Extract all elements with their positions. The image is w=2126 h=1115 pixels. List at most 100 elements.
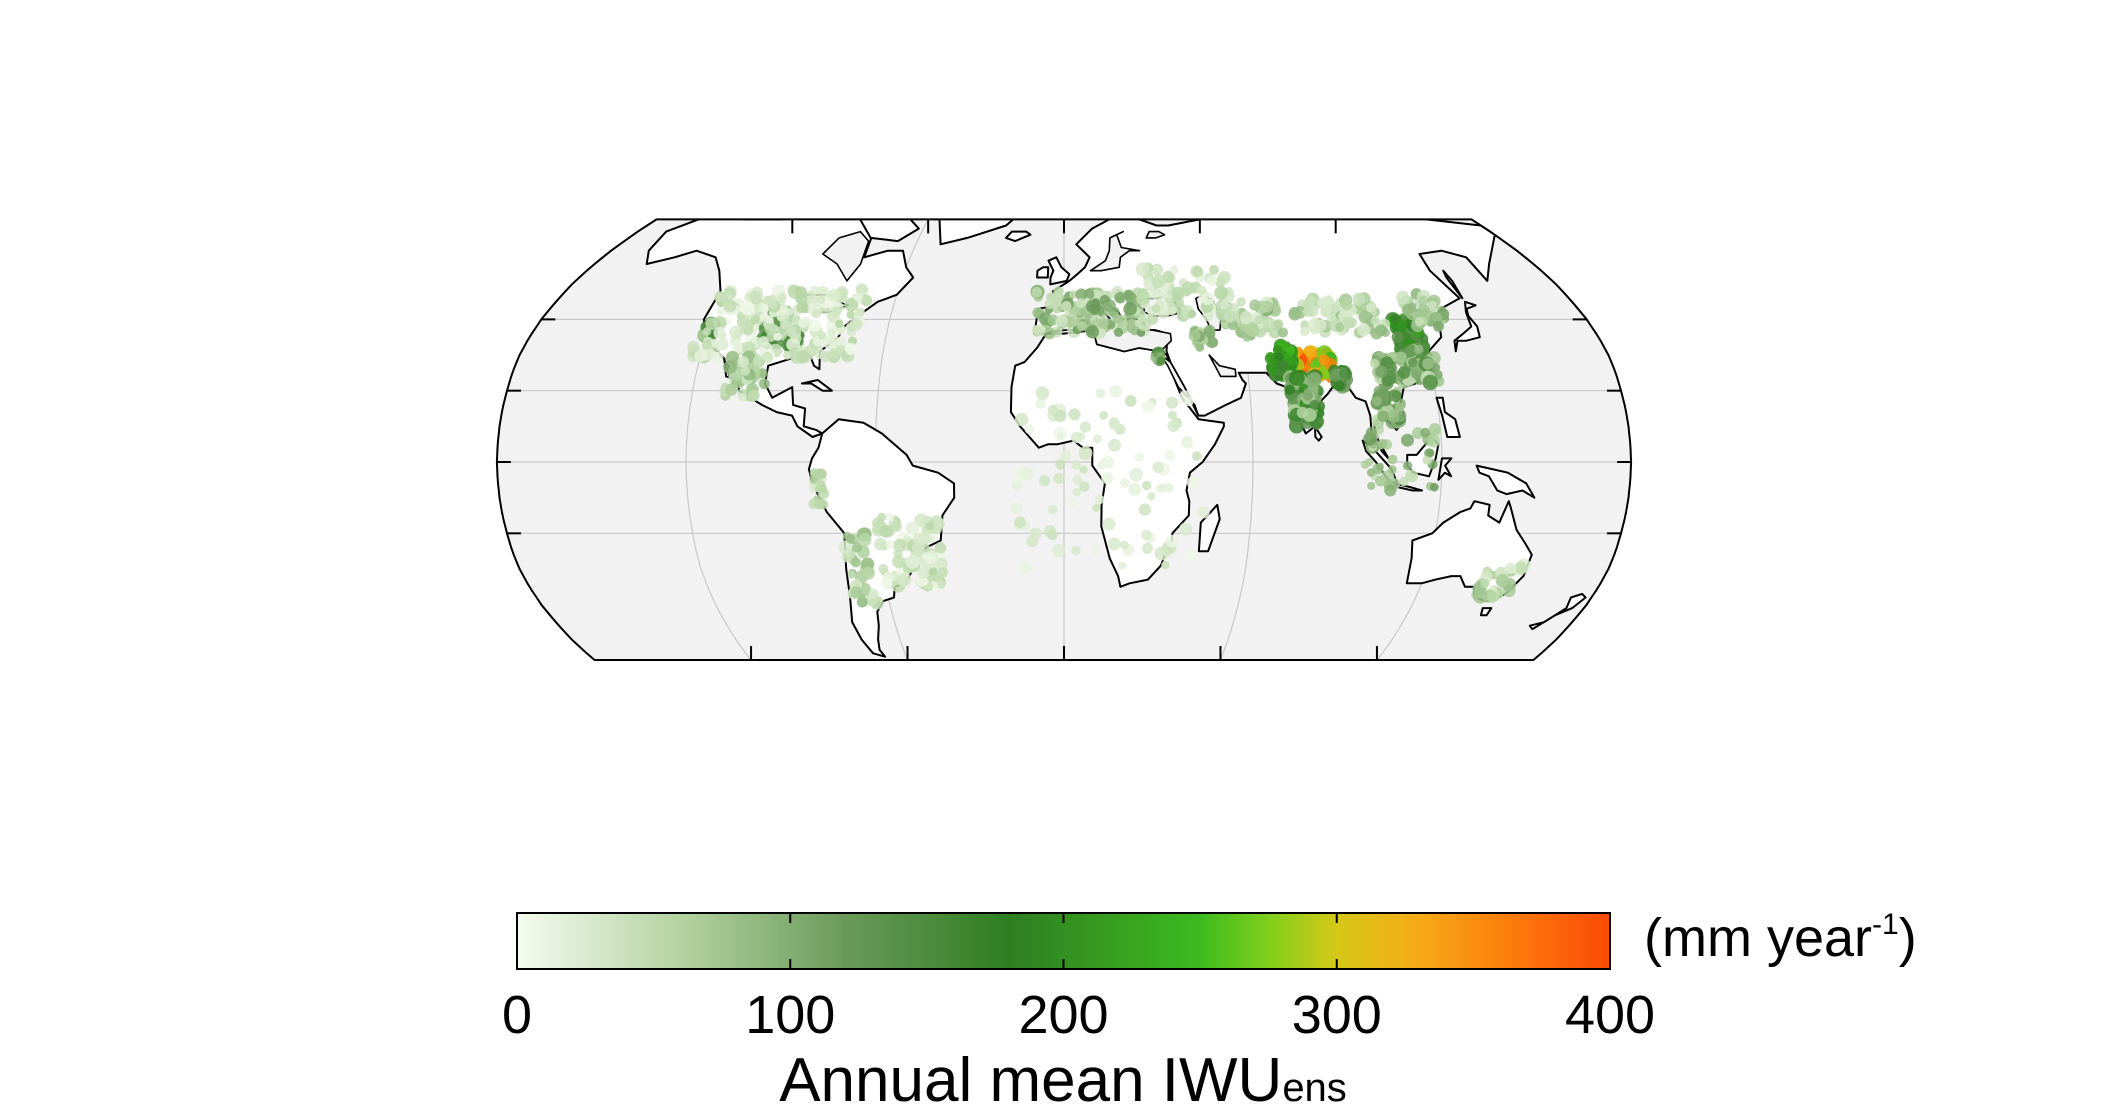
irrigation-cell [1352,292,1366,306]
irrigation-cell [723,360,737,374]
landmass-japan [1453,300,1481,353]
irrigation-cell [1192,451,1202,461]
irrigation-cell [1366,426,1377,438]
irrigation-cell [736,315,750,329]
colorbar-tick-label: 200 [1018,985,1109,1045]
irrigation-cell [1227,320,1239,331]
irrigation-cell [1219,299,1230,310]
irrigation-cell [1422,358,1434,370]
irrigation-cell [1354,306,1364,315]
irrigation-cell [885,512,894,522]
irrigation-cell [878,563,889,574]
irrigation-cell [1136,291,1151,305]
irrigation-cell [1129,467,1144,482]
landmass-sakhalin [1442,269,1464,300]
irrigation-cell [1214,286,1228,300]
irrigation-cell [1072,487,1082,497]
irrigation-cell [1120,540,1129,550]
irrigation-cell [1142,400,1155,413]
irrigation-cell [1371,396,1382,407]
colorbar-unit: (mm year-1) [1644,908,1917,968]
irrigation-cell [893,538,907,553]
irrigation-cell [1055,459,1066,470]
irrigation-cell [1076,321,1088,332]
irrigation-cell [1413,344,1424,355]
irrigation-cell [1078,446,1093,461]
irrigation-cell [1079,481,1090,492]
landmass-sri-lanka [1313,425,1323,442]
irrigation-cell [1185,548,1197,560]
irrigation-cell [811,309,821,319]
irrigation-cell [777,312,786,321]
irrigation-cell [852,542,863,553]
irrigation-cell [933,517,945,530]
irrigation-cell [874,537,887,551]
irrigation-cell [783,350,792,360]
irrigation-cell [1127,318,1137,328]
irrigation-cell [806,295,816,305]
irrigation-cell [835,319,844,328]
irrigation-cell [1396,290,1410,305]
irrigation-cell [1306,372,1322,388]
irrigation-cell [1118,561,1127,570]
irrigation-cell [1142,480,1152,491]
irrigation-cell [1192,266,1204,278]
irrigation-cell [828,348,840,360]
irrigation-cell [1109,384,1122,398]
irrigation-cell [1071,545,1081,556]
irrigation-cell [796,301,809,314]
irrigation-cell [1287,393,1300,406]
irrigation-cell [737,392,747,402]
irrigation-cell [1010,502,1023,515]
landmass-cuba [800,379,833,392]
frame-ticks [496,219,1632,661]
irrigation-cell [1402,461,1413,471]
irrigation-cell [1430,482,1439,492]
irrigation-cell [749,290,763,305]
colorbar-tick-label: 400 [1564,985,1656,1045]
landmass-greenland [912,219,1036,246]
irrigation-cell [1101,455,1115,469]
irrigation-cell [1095,388,1106,399]
landmass-ireland [1036,266,1050,279]
irrigation-cell [1390,315,1400,325]
irrigation-cell [1061,301,1072,312]
irrigation-cell [1167,419,1180,433]
irrigation-cell [850,557,861,568]
irrigation-cell [814,468,826,480]
irrigation-cell [879,524,893,538]
irrigation-cell [1367,481,1376,490]
irrigation-cell [1138,503,1152,516]
irrigation-cell [828,288,841,302]
irrigation-cell [1164,449,1175,461]
irrigation-cell [1273,319,1284,330]
irrigation-cell [905,554,920,569]
irrigation-cell [818,484,828,494]
irrigation-cell [1141,542,1153,555]
irrigation-cell [1370,315,1380,326]
irrigation-cell [795,350,809,364]
irrigation-cell [844,297,859,312]
irrigation-cell [1146,313,1159,325]
irrigation-cell [1387,465,1397,475]
irrigation-cell [1137,314,1147,323]
irrigation-cell [845,534,856,544]
irrigation-cell [1047,529,1058,541]
irrigation-cell [737,356,749,368]
irrigation-cell [925,522,934,531]
irrigation-cell [1171,286,1185,300]
irrigation-cell [1425,448,1435,458]
irrigation-cell [1161,560,1170,570]
irrigation-cell [1151,304,1161,314]
colorbar-ticks [516,913,1611,969]
irrigation-cell [1375,462,1384,471]
irrigation-cell [1031,287,1043,298]
irrigation-cell [1203,324,1216,337]
irrigation-cell [1391,390,1401,400]
irrigation-cell [1422,374,1439,391]
irrigation-cell [1209,264,1219,275]
irrigation-cell [1108,418,1121,431]
irrigation-cell [1038,475,1051,487]
irrigation-cell [1370,327,1383,340]
irrigation-cell [1310,420,1320,430]
